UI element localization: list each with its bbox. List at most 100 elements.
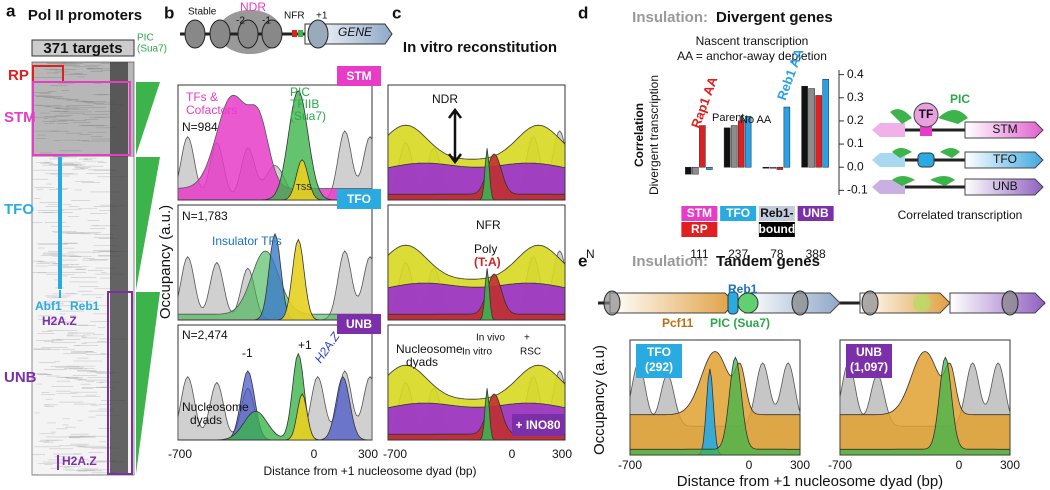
row-label: UNB bbox=[856, 345, 882, 359]
title: Divergent genes bbox=[716, 9, 833, 26]
bar bbox=[815, 95, 822, 168]
label: -2 bbox=[236, 16, 245, 27]
triangle bbox=[136, 82, 160, 155]
profile bbox=[387, 282, 566, 321]
profile bbox=[388, 388, 565, 441]
label: TFs & bbox=[186, 90, 218, 104]
title: Insulation: bbox=[632, 9, 708, 26]
bar bbox=[685, 166, 692, 175]
row-box bbox=[337, 314, 381, 334]
x-tick-label: 0 bbox=[746, 458, 753, 472]
bar bbox=[762, 166, 770, 169]
bar bbox=[776, 166, 784, 170]
title: In vitro reconstitution bbox=[403, 39, 557, 56]
y-tick-label: -0.1 bbox=[847, 183, 868, 197]
label: (T:A) bbox=[474, 255, 501, 269]
axis-label: Distance from +1 nucleosome dyad (bp) bbox=[263, 464, 476, 478]
bar bbox=[808, 88, 815, 168]
row-label: TFO bbox=[347, 192, 371, 206]
label: PIC bbox=[950, 92, 970, 106]
tf-box bbox=[298, 30, 303, 37]
row-label: UNB bbox=[346, 317, 372, 331]
row-box bbox=[337, 189, 381, 209]
subtitle: Nascent transcription bbox=[696, 34, 809, 48]
profile bbox=[387, 162, 566, 201]
count: 78 bbox=[770, 247, 784, 261]
pic bbox=[938, 110, 968, 124]
label: H2A.Z bbox=[62, 454, 97, 468]
label: (Sua7) bbox=[290, 109, 326, 123]
profile bbox=[629, 356, 801, 456]
profile bbox=[839, 351, 1011, 456]
pic bbox=[890, 109, 912, 124]
tf-box bbox=[292, 30, 297, 37]
gene-arrow bbox=[964, 121, 1044, 139]
category-label: UNB bbox=[803, 206, 829, 220]
heatmap-band bbox=[32, 62, 134, 157]
pic bbox=[892, 176, 915, 186]
group-line bbox=[58, 157, 62, 289]
nucleosome bbox=[307, 19, 329, 49]
label: H2A.Z bbox=[42, 314, 77, 328]
bar bbox=[744, 116, 752, 168]
layer bbox=[31, 10, 1046, 476]
label: Cofactors bbox=[186, 103, 237, 117]
category-label: RP bbox=[691, 222, 708, 236]
panel-letter: e bbox=[578, 251, 587, 270]
tf bbox=[913, 102, 939, 128]
group-box bbox=[107, 291, 133, 475]
profile bbox=[839, 356, 1011, 456]
x-tick-label: 0 bbox=[956, 458, 963, 472]
x-tick-label: 300 bbox=[552, 447, 572, 461]
pic bbox=[892, 148, 912, 158]
nucleosome bbox=[237, 19, 259, 49]
label: -1 bbox=[242, 346, 253, 360]
group-label: RP bbox=[8, 67, 29, 84]
profile bbox=[387, 273, 566, 321]
profile bbox=[388, 268, 565, 321]
label: dyads bbox=[406, 355, 438, 369]
label: -1 bbox=[262, 16, 271, 27]
label: GENE bbox=[338, 25, 373, 39]
category-box bbox=[681, 222, 718, 237]
row-box bbox=[846, 344, 892, 378]
profile bbox=[387, 153, 566, 201]
x-tick-label: -700 bbox=[383, 447, 407, 461]
row-box bbox=[337, 66, 381, 86]
row-label: TFO bbox=[647, 345, 671, 359]
pic bbox=[930, 176, 955, 186]
label: NDR bbox=[240, 0, 266, 14]
label: N=984 bbox=[182, 120, 218, 134]
axis-label: Divergent transcription bbox=[647, 75, 661, 195]
label: NDR bbox=[432, 92, 458, 106]
y-tick-label: 0.4 bbox=[847, 67, 864, 81]
label: (Sua7) bbox=[137, 44, 167, 55]
axis-label: Distance from +1 nucleosome dyad (bp) bbox=[677, 473, 943, 490]
panel-letter: d bbox=[578, 3, 588, 22]
profile bbox=[178, 393, 372, 441]
triangle bbox=[136, 292, 160, 474]
bar bbox=[699, 125, 706, 168]
label: + bbox=[524, 333, 530, 344]
bar bbox=[723, 127, 731, 168]
label: Stable bbox=[188, 7, 217, 18]
gene-label: TFO bbox=[993, 152, 1017, 166]
row-label: (292) bbox=[645, 360, 673, 374]
label: Reb1 bbox=[70, 299, 100, 313]
subtitle: AA = anchor-away depletion bbox=[677, 49, 827, 63]
gene-arrow bbox=[872, 180, 905, 194]
nucleosome bbox=[791, 290, 809, 316]
panel-letter: c bbox=[392, 3, 401, 22]
axis-label: Occupancy (a.u) bbox=[591, 345, 608, 455]
category-label: bound bbox=[759, 222, 796, 236]
gene-arrow bbox=[609, 292, 736, 314]
bar bbox=[769, 166, 777, 169]
x-tick-label: 300 bbox=[358, 447, 378, 461]
label: Nucleosome bbox=[396, 342, 463, 356]
row-label: STM bbox=[346, 69, 371, 83]
legend-label: No AA bbox=[740, 114, 772, 126]
axis-label: Occupancy (a.u.) bbox=[157, 205, 174, 319]
label: + INO80 bbox=[515, 418, 560, 432]
label: +1 bbox=[316, 11, 328, 22]
title: Tandem genes bbox=[716, 253, 820, 270]
